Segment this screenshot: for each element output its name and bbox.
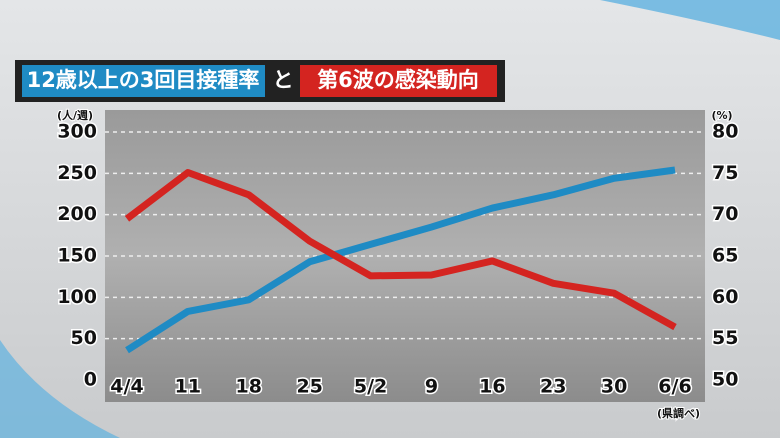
y2-tick-label: 75 (712, 162, 738, 184)
x-tick-label: 4/4 (110, 376, 143, 398)
y2-axis-label: (%) (711, 109, 732, 122)
y-tick-label: 200 (57, 203, 97, 225)
y2-tick-label: 50 (712, 369, 738, 391)
x-tick-label: 23 (540, 376, 566, 398)
y2-tick-label: 70 (712, 203, 738, 225)
y2-tick-label: 60 (712, 286, 738, 308)
y-tick-label: 0 (84, 369, 97, 391)
series-line (124, 169, 677, 331)
y-tick-label: 100 (57, 286, 97, 308)
x-tick-label: 5/2 (354, 376, 387, 398)
y-tick-label: 50 (71, 327, 97, 349)
x-tick-label: 16 (479, 376, 505, 398)
x-tick-label: 9 (425, 376, 438, 398)
y2-tick-label: 80 (712, 121, 738, 143)
y-tick-label: 150 (57, 245, 97, 267)
x-tick-label: 25 (296, 376, 322, 398)
title-box-red (300, 65, 497, 97)
y2-tick-label: 65 (712, 245, 738, 267)
decor-stripe (600, 0, 780, 40)
title-box-blue (22, 65, 265, 97)
x-tick-label: 11 (175, 376, 201, 398)
y-tick-label: 250 (57, 162, 97, 184)
title-conjunction: と (273, 68, 294, 92)
x-tick-label: 30 (601, 376, 627, 398)
source: (県調べ) (657, 406, 700, 420)
x-tick-label: 18 (236, 376, 262, 398)
series-line (125, 166, 676, 354)
y-tick-label: 300 (57, 121, 97, 143)
legend-entry: 第6波の感染動向 (317, 68, 479, 92)
legend-entry: 12歳以上の3回目接種率 (27, 68, 260, 92)
y2-tick-label: 55 (712, 327, 738, 349)
y-axis-label: (人/週) (57, 108, 93, 122)
decor-stripe (0, 340, 120, 438)
x-tick-label: 6/6 (658, 376, 691, 398)
